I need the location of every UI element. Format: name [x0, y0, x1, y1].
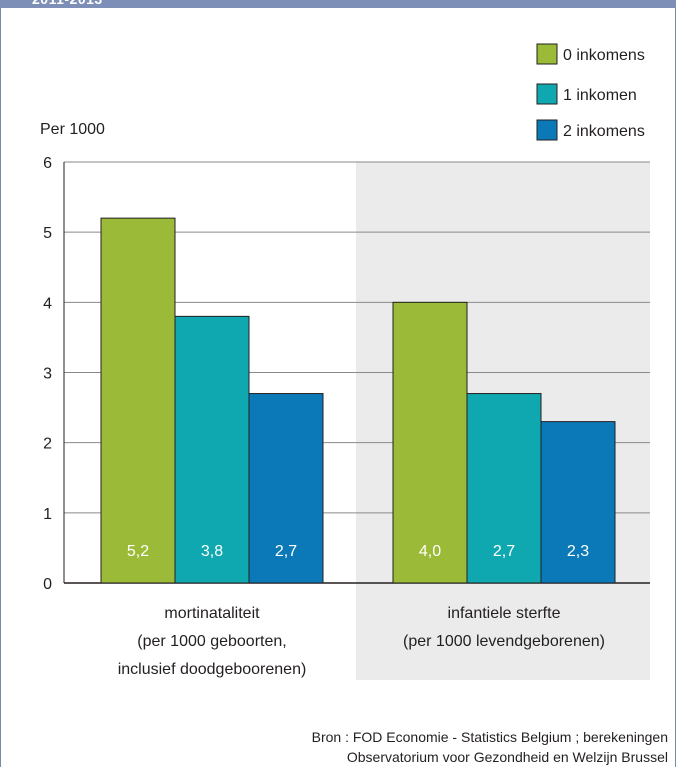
category-label: inclusief doodgeboorenen): [118, 661, 307, 678]
bar-value-label: 4,0: [419, 543, 441, 560]
bar-value-label: 2,7: [275, 543, 297, 560]
category-label: mortinataliteit: [164, 605, 260, 622]
y-tick-label: 1: [43, 506, 52, 523]
header-strip: 2011-2013: [0, 0, 676, 8]
y-tick-label: 3: [43, 366, 52, 383]
bar: [540, 421, 616, 584]
y-tick-label: 5: [43, 225, 52, 242]
category-label: infantiele sterfte: [448, 605, 561, 622]
y-tick-label: 2: [43, 436, 52, 453]
bar-value-label: 2,7: [493, 543, 515, 560]
source-line-2: Observatorium voor Gezondheid en Welzijn…: [346, 749, 668, 765]
legend-label: 1 inkomen: [563, 87, 637, 104]
bar: [466, 393, 542, 584]
legend-label: 2 inkomens: [563, 123, 645, 140]
category-label: (per 1000 geboorten,: [137, 633, 286, 650]
source-note: Bron : FOD Economie - Statistics Belgium…: [108, 727, 668, 767]
legend-swatch: [536, 43, 558, 65]
header-fragment: 2011-2013: [32, 0, 103, 7]
bar-value-label: 2,3: [567, 543, 589, 560]
bar: [392, 301, 468, 584]
bar: [248, 393, 324, 584]
legend-swatch: [536, 83, 558, 105]
bar: [174, 315, 250, 584]
y-tick-label: 6: [43, 155, 52, 172]
source-line-1: Bron : FOD Economie - Statistics Belgium…: [311, 729, 668, 745]
legend-swatch: [536, 119, 558, 141]
bar-value-label: 5,2: [127, 543, 149, 560]
bar-value-label: 3,8: [201, 543, 223, 560]
category-label: (per 1000 levendgeborenen): [403, 633, 605, 650]
bar: [100, 217, 176, 584]
legend-label: 0 inkomens: [563, 47, 645, 64]
y-tick-label: 0: [43, 576, 52, 593]
y-tick-label: 4: [43, 295, 52, 312]
y-axis-label: Per 1000: [40, 121, 105, 138]
